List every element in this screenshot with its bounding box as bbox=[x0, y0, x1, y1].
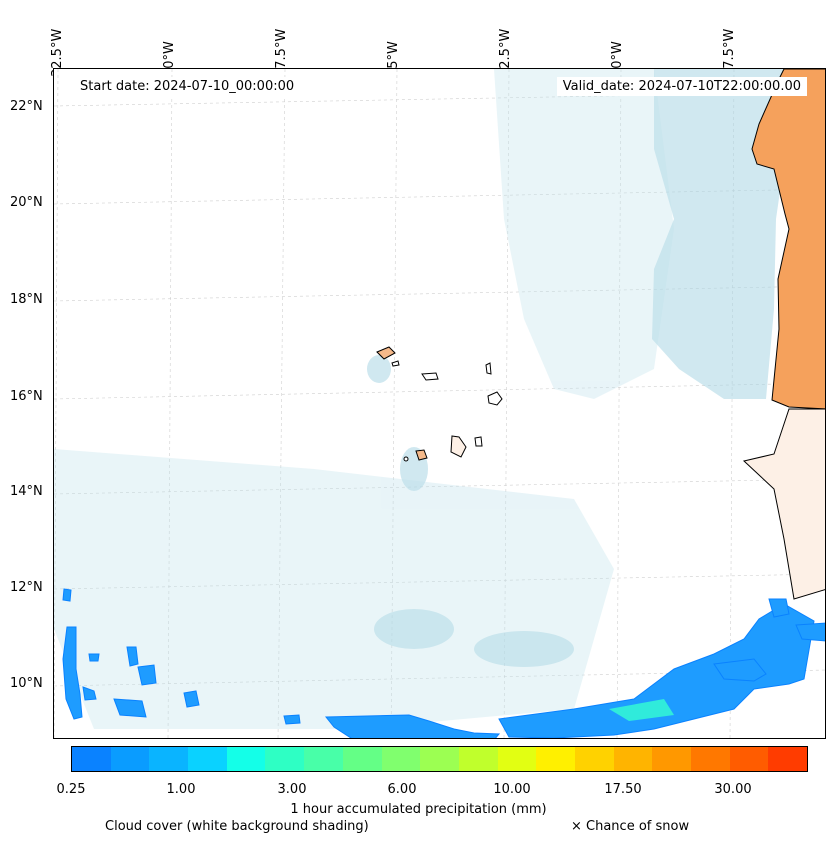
colorbar-title: 1 hour accumulated precipitation (mm) bbox=[290, 802, 547, 817]
colorbar-segment bbox=[72, 747, 111, 771]
colorbar-tick-label: 3.00 bbox=[277, 782, 307, 797]
map-canvas bbox=[54, 69, 825, 738]
west-africa-coast bbox=[742, 408, 825, 600]
map-panel: Start date: 2024-07-10_00:00:00 Valid_da… bbox=[53, 68, 826, 739]
latitude-label: 16°N bbox=[10, 389, 43, 404]
colorbar-tick-label: 17.50 bbox=[604, 782, 642, 797]
colorbar-segment bbox=[613, 747, 653, 771]
colorbar-segment bbox=[497, 747, 537, 771]
latitude-label: 18°N bbox=[10, 292, 43, 307]
colorbar-segment bbox=[768, 747, 808, 771]
latitude-label: 10°N bbox=[10, 676, 43, 691]
colorbar-segment bbox=[691, 747, 730, 771]
colorbar-segment bbox=[149, 747, 189, 771]
africa-coast bbox=[751, 69, 825, 410]
colorbar-segment bbox=[729, 747, 769, 771]
latitude-label: 12°N bbox=[10, 580, 43, 595]
latitude-label: 14°N bbox=[10, 484, 43, 499]
cloud-cover-legend: Cloud cover (white background shading) bbox=[105, 819, 369, 834]
cloud-cover-light bbox=[54, 69, 674, 729]
valid-date-label: Valid_date: 2024-07-10T22:00:00.00 bbox=[556, 77, 807, 96]
colorbar-tick-label: 0.25 bbox=[56, 782, 86, 797]
colorbar-segment bbox=[342, 747, 382, 771]
precipitation-core bbox=[609, 699, 674, 721]
colorbar-tick-label: 10.00 bbox=[493, 782, 531, 797]
start-date-label: Start date: 2024-07-10_00:00:00 bbox=[74, 77, 301, 96]
snow-legend: × Chance of snow bbox=[571, 819, 690, 834]
colorbar-tick-label: 1.00 bbox=[166, 782, 196, 797]
colorbar-segment bbox=[265, 747, 305, 771]
colorbar-segment bbox=[574, 747, 614, 771]
colorbar-segment bbox=[110, 747, 150, 771]
cape-verde-islands bbox=[376, 346, 503, 462]
colorbar-segment bbox=[381, 747, 421, 771]
latitude-label: 20°N bbox=[10, 195, 43, 210]
colorbar-tick-label: 6.00 bbox=[387, 782, 417, 797]
latitude-label: 22°N bbox=[10, 99, 43, 114]
colorbar-segment bbox=[458, 747, 498, 771]
graticule bbox=[54, 69, 825, 738]
precipitation-colorbar bbox=[71, 746, 808, 772]
colorbar-segment bbox=[304, 747, 343, 771]
colorbar-segment bbox=[226, 747, 266, 771]
colorbar-segment bbox=[536, 747, 575, 771]
precipitation-patches bbox=[62, 588, 825, 738]
colorbar-segment bbox=[652, 747, 691, 771]
colorbar-segment bbox=[188, 747, 227, 771]
colorbar-segment bbox=[420, 747, 459, 771]
colorbar-tick-label: 30.00 bbox=[714, 782, 752, 797]
